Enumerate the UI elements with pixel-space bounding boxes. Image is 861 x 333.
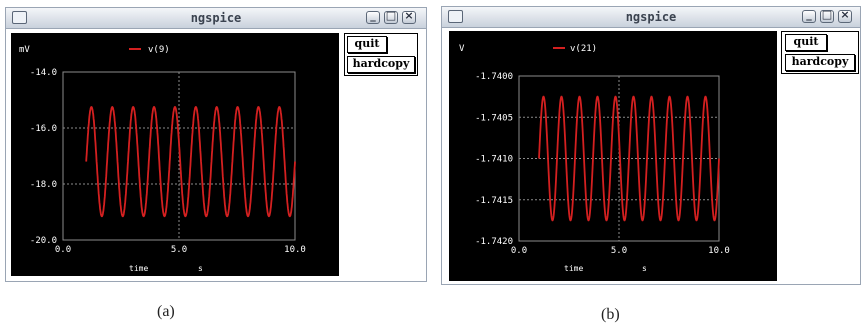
- maximize-button[interactable]: □: [820, 8, 834, 23]
- maximize-icon: □: [821, 8, 833, 21]
- close-button[interactable]: ×: [402, 9, 416, 24]
- x-tick-label: 5.0: [611, 246, 627, 256]
- y-tick-label: -1.7405: [475, 113, 513, 123]
- x-axis-label: time: [129, 264, 148, 273]
- y-unit-label: V: [459, 44, 465, 54]
- x-tick-label: 10.0: [708, 246, 730, 256]
- x-tick-label: 0.0: [511, 246, 527, 256]
- y-tick-label: -1.7410: [475, 155, 513, 165]
- x-tick-label: 0.0: [55, 245, 71, 255]
- plot-area: mV v(9) time s -14.0 -16.0 -18.0 -20.0 0.0 5.…: [11, 33, 339, 276]
- series-line: [538, 95, 720, 222]
- y-tick-label: -14.0: [30, 68, 57, 78]
- maximize-button[interactable]: □: [384, 9, 398, 24]
- close-icon: ×: [840, 8, 850, 21]
- close-button[interactable]: ×: [838, 8, 852, 23]
- x-tick-label: 10.0: [284, 245, 306, 255]
- minimize-button[interactable]: _: [802, 8, 816, 23]
- window-menu-icon[interactable]: [448, 10, 463, 23]
- y-tick-label: -16.0: [30, 124, 57, 134]
- x-axis-label: time: [564, 264, 583, 273]
- ngspice-window-b: ngspice _ □ × V v(21) time s -1.7400 -1.7…: [441, 6, 861, 285]
- quit-button[interactable]: quit: [347, 36, 387, 53]
- y-tick-label: -1.7400: [475, 72, 513, 82]
- series-line: [85, 106, 296, 218]
- close-icon: ×: [404, 9, 414, 22]
- plot-svg: V v(21) time s -1.7400 -1.7405 -1.7410 -1.7…: [459, 44, 730, 273]
- x-unit-label: s: [198, 264, 203, 273]
- window-menu-icon[interactable]: [12, 11, 27, 24]
- figure-caption-a: (a): [157, 303, 175, 320]
- title-bar[interactable]: ngspice _ □ ×: [6, 8, 426, 29]
- x-unit-label: s: [642, 264, 647, 273]
- y-unit-label: mV: [19, 45, 30, 55]
- figure-caption-b: (b): [601, 306, 620, 323]
- quit-button[interactable]: quit: [785, 34, 827, 51]
- title-bar[interactable]: ngspice _ □ ×: [442, 7, 860, 28]
- hardcopy-button[interactable]: hardcopy: [785, 54, 855, 71]
- y-tick-label: -1.7420: [475, 237, 513, 247]
- y-tick-label: -18.0: [30, 180, 57, 190]
- plot-area: V v(21) time s -1.7400 -1.7405 -1.7410 -1.7…: [449, 31, 777, 281]
- hardcopy-button[interactable]: hardcopy: [347, 56, 415, 73]
- y-tick-label: -20.0: [30, 236, 57, 246]
- maximize-icon: □: [385, 9, 397, 22]
- window-title: ngspice: [625, 10, 677, 24]
- x-tick-label: 5.0: [171, 245, 187, 255]
- legend-label: v(9): [148, 45, 170, 55]
- minimize-icon: _: [806, 8, 812, 21]
- minimize-icon: _: [370, 9, 376, 22]
- plot-svg: mV v(9) time s -14.0 -16.0 -18.0 -20.00.0 5.…: [19, 45, 306, 273]
- minimize-button[interactable]: _: [366, 9, 380, 24]
- ngspice-window-a: ngspice _ □ × mV v(9) time s -14.0 -16.0 -…: [5, 7, 427, 282]
- window-title: ngspice: [190, 11, 242, 25]
- y-tick-label: -1.7415: [475, 196, 513, 206]
- legend-label: v(21): [570, 44, 597, 54]
